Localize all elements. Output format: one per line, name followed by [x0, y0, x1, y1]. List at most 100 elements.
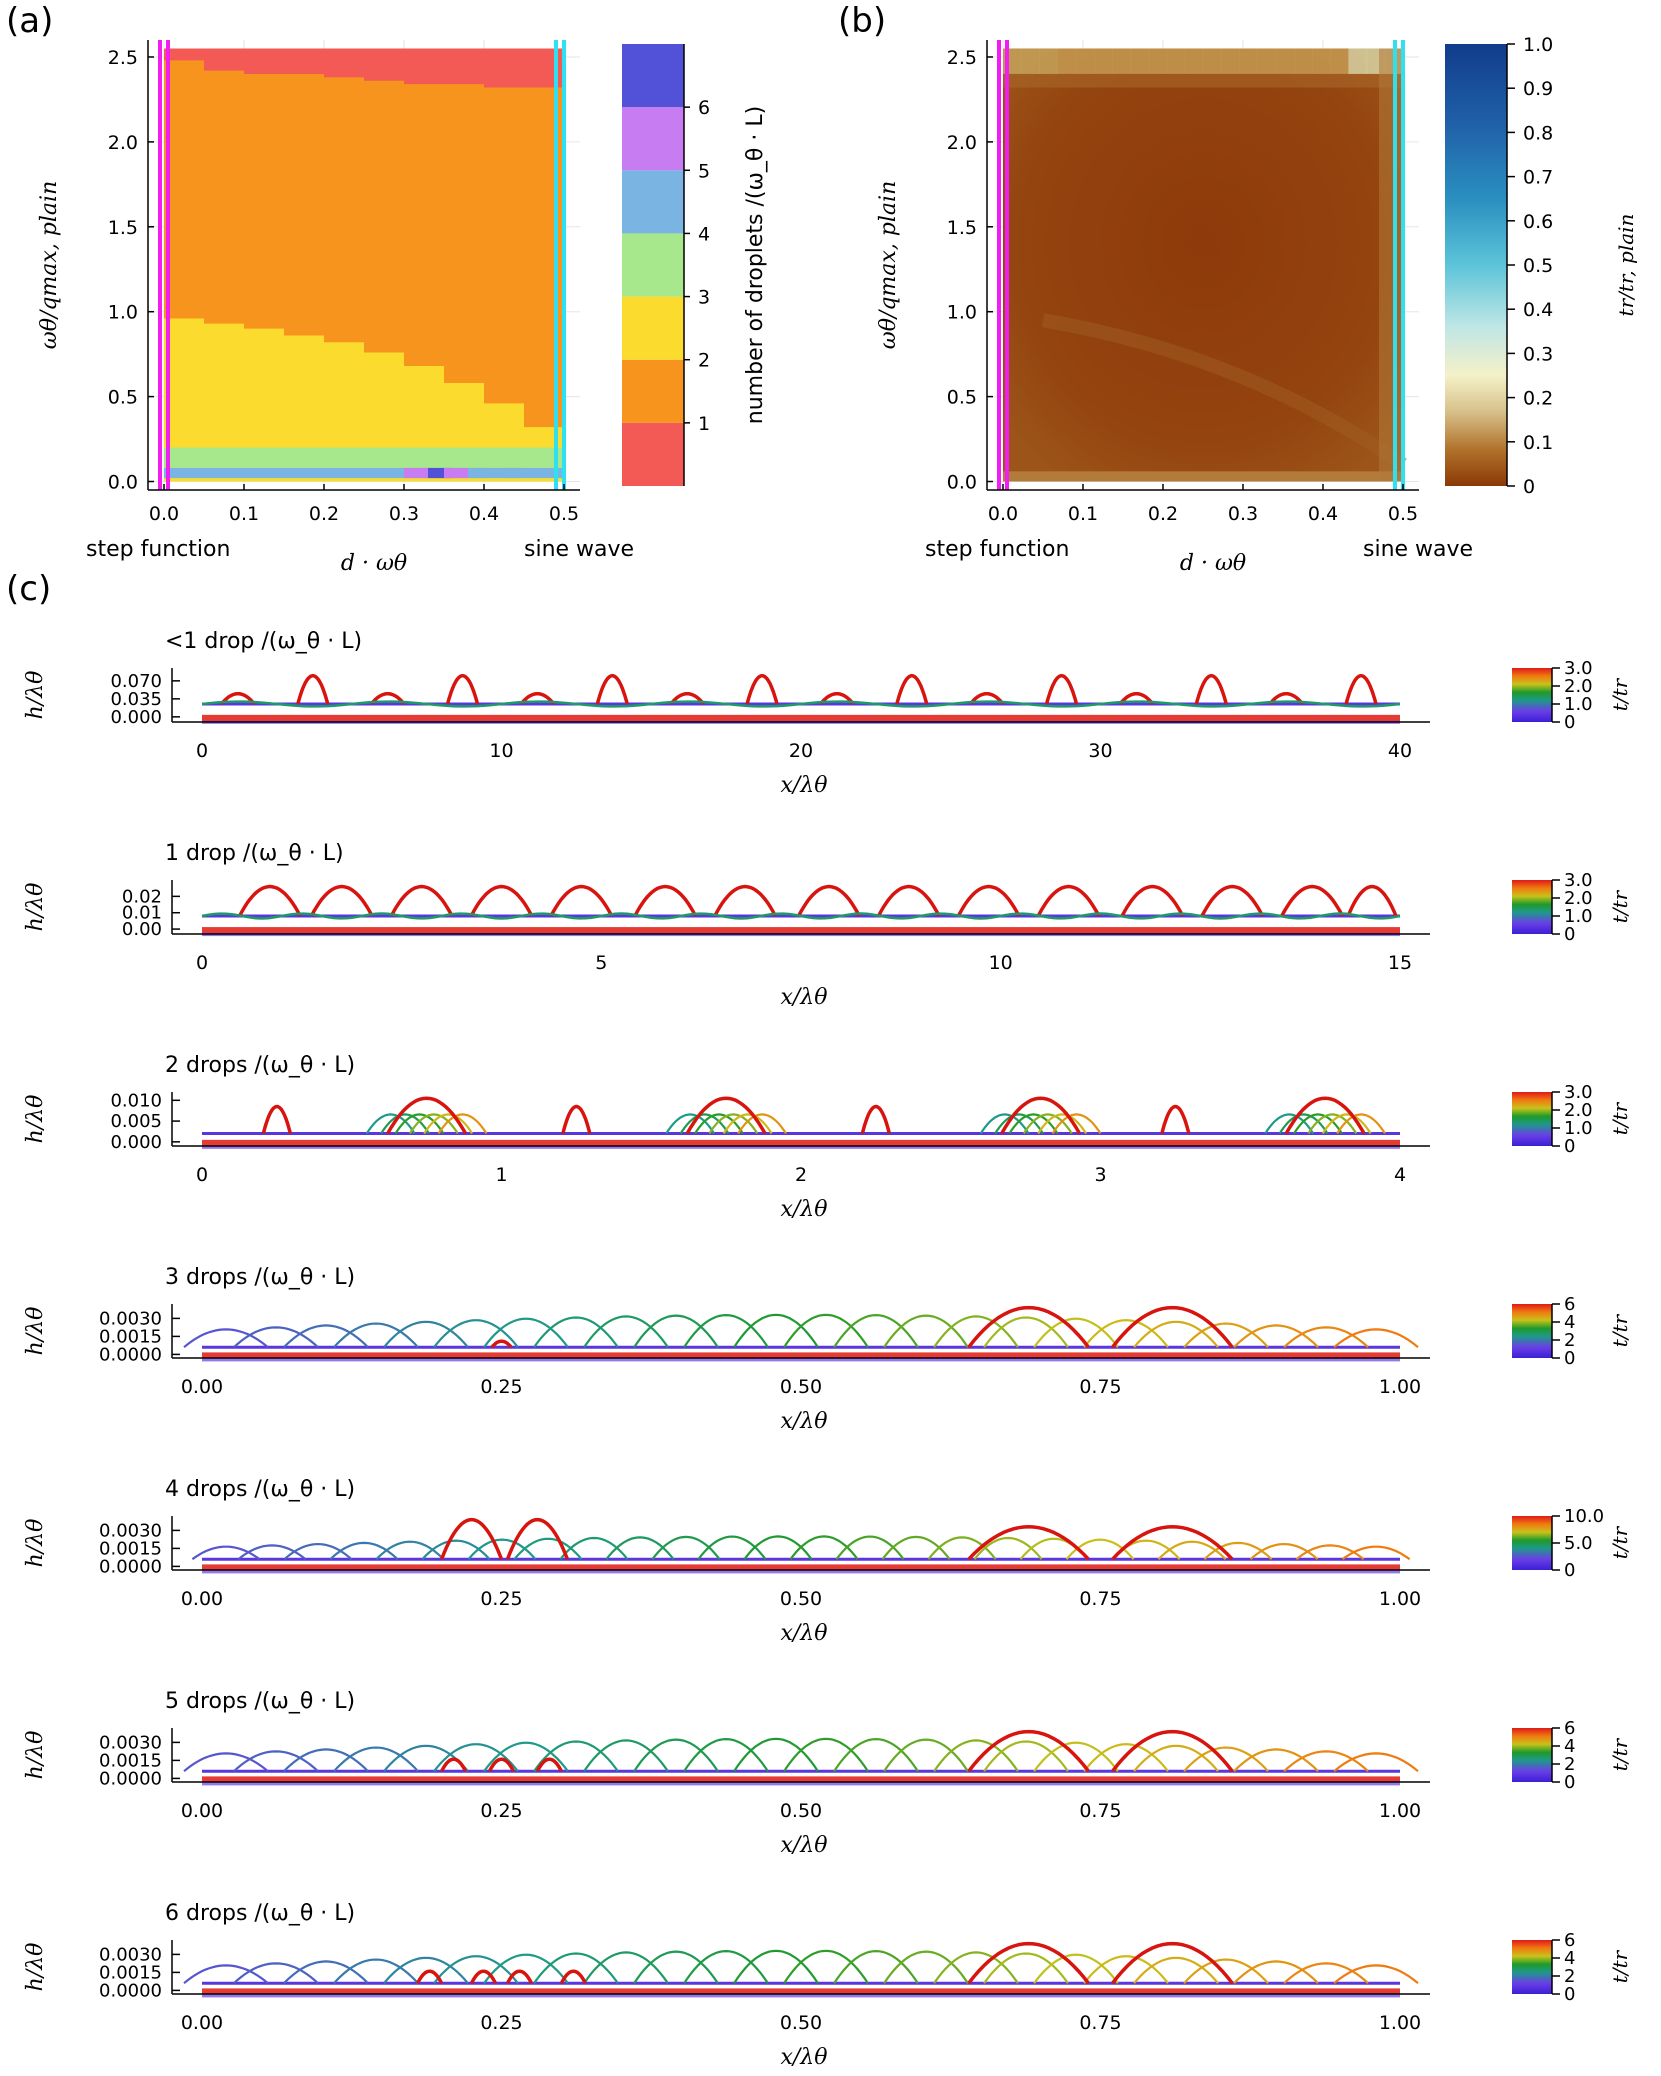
droplet — [1344, 673, 1378, 705]
film-profile — [1033, 1953, 1119, 1984]
film-profile — [533, 1952, 619, 1984]
film-profile — [1157, 1540, 1227, 1560]
x-tick-label: 0.3 — [389, 503, 419, 525]
y-tick-label: 0.00 — [122, 919, 162, 940]
x-axis-label: x/λθ — [780, 1833, 827, 1858]
colorbar-tick-label: 3.0 — [1564, 870, 1593, 891]
y-axis-label: ωθ/qmax, plain — [876, 181, 901, 350]
subplot-title: 4 drops /(ω_θ · L) — [165, 1477, 355, 1502]
colorbar-level — [622, 422, 684, 486]
colorbar-label: t/tr — [1608, 677, 1632, 711]
colorbar-tick-label: 1 — [698, 413, 710, 435]
ratio-cell — [1148, 48, 1168, 74]
x-tick-label: 0.4 — [1308, 503, 1338, 525]
colorbar-tick-label: 0 — [1564, 924, 1575, 945]
panel-a: 0.0 0.1 0.2 0.3 0.4 0.5 0.0 0.5 1.0 1.5 2.0 2.5 step… — [37, 40, 768, 576]
y-tick-label: 0.0015 — [99, 1750, 162, 1771]
film-profile — [1183, 1746, 1269, 1772]
region-cell — [468, 467, 492, 479]
ratio-cell — [1257, 48, 1277, 74]
film-profile — [1183, 1322, 1269, 1348]
film-profile — [983, 1740, 1069, 1772]
droplet — [535, 1757, 563, 1773]
colorbar-level — [622, 233, 684, 297]
x-tick-label: 15 — [1388, 952, 1412, 974]
film-profile — [433, 1319, 519, 1348]
x-tick-label: 0.4 — [469, 503, 499, 525]
droplet — [967, 1729, 1090, 1773]
film-profile — [1295, 1544, 1365, 1561]
film-profile — [1051, 1113, 1102, 1135]
y-tick-label: 0.5 — [947, 387, 977, 409]
colorbar-tick-label: 0.5 — [1523, 255, 1553, 277]
film-profile — [383, 1320, 469, 1348]
colorbar-level — [622, 170, 684, 234]
x-axis-label: x/λθ — [780, 1197, 827, 1222]
x-tick-label: 3 — [1094, 1164, 1106, 1186]
film-profile — [333, 1746, 419, 1772]
x-tick-label: 0 — [196, 740, 208, 762]
droplet — [967, 1305, 1090, 1349]
panel-label-a: (a) — [6, 1, 53, 41]
substrate-band — [202, 1139, 1400, 1146]
y-tick-label: 0.0 — [947, 472, 977, 494]
ratio-cell — [1348, 48, 1368, 74]
film-profile — [1133, 1320, 1219, 1348]
colorbar-tick-label: 2.0 — [1564, 1100, 1593, 1121]
colorbar-gradient — [1512, 1940, 1552, 1994]
colorbar-tick-label: 0 — [1564, 1772, 1575, 1793]
y-tick-label: 0.0030 — [99, 1944, 162, 1965]
film-profile — [1278, 1113, 1329, 1135]
film-profile — [283, 1960, 369, 1984]
ratio-cell — [1112, 48, 1131, 74]
x-tick-label: 0.00 — [181, 1800, 223, 1822]
colorbar-tick-label: 6 — [1564, 1718, 1575, 1739]
y-tick-label: 0.0030 — [99, 1520, 162, 1541]
x-axis-label: d · ωθ — [341, 551, 407, 576]
droplet — [309, 884, 374, 917]
droplet — [1280, 884, 1345, 917]
colorbar-tick-label: 2 — [698, 350, 710, 372]
film-profile — [394, 1113, 445, 1135]
film-profile — [737, 1113, 787, 1135]
x-axis-label: x/λθ — [780, 1409, 827, 1434]
x-tick-label: 40 — [1388, 740, 1412, 762]
film-profile — [383, 1744, 469, 1772]
region-cell — [500, 467, 524, 479]
film-profile — [1333, 1328, 1419, 1349]
substrate-band — [202, 1776, 1400, 1782]
x-axis-label: x/λθ — [780, 985, 827, 1010]
droplet — [967, 1525, 1090, 1561]
y-tick-label: 2.5 — [947, 47, 977, 69]
ratio-cell — [1184, 48, 1204, 74]
y-tick-label: 0.0000 — [99, 1980, 162, 2001]
substrate-band — [202, 714, 1400, 722]
region-3-drops — [164, 447, 564, 468]
x-tick-label: 2 — [795, 1164, 807, 1186]
x-tick-label: 10 — [989, 952, 1013, 974]
film-profile — [1293, 1113, 1343, 1135]
film-profile — [1283, 1750, 1369, 1773]
substrate-band — [202, 1564, 1400, 1570]
film-profile — [365, 1113, 416, 1135]
film-profile — [183, 1964, 269, 1985]
colorbar-tick-label: 1.0 — [1564, 1118, 1593, 1139]
droplet — [505, 1517, 570, 1560]
film-profile — [437, 1113, 488, 1135]
ratio-cell — [1057, 48, 1077, 74]
subplot-title: 3 drops /(ω_θ · L) — [165, 1265, 355, 1290]
colorbar-tick-label: 0 — [1564, 1136, 1575, 1157]
droplet — [860, 1104, 892, 1134]
colorbar-tick-label: 2 — [1564, 1966, 1575, 1987]
y-axis-label: h/λθ — [23, 1519, 48, 1568]
film-profile — [1022, 1113, 1073, 1135]
x-tick-label: 0.0 — [988, 503, 1018, 525]
film-profile — [233, 1962, 319, 1985]
y-tick-label: 1.5 — [108, 217, 138, 239]
region-2-drops — [164, 318, 564, 482]
colorbar-label: number of droplets /(ω_θ · L) — [743, 106, 768, 424]
colorbar-tick-label: 4 — [1564, 1736, 1575, 1757]
